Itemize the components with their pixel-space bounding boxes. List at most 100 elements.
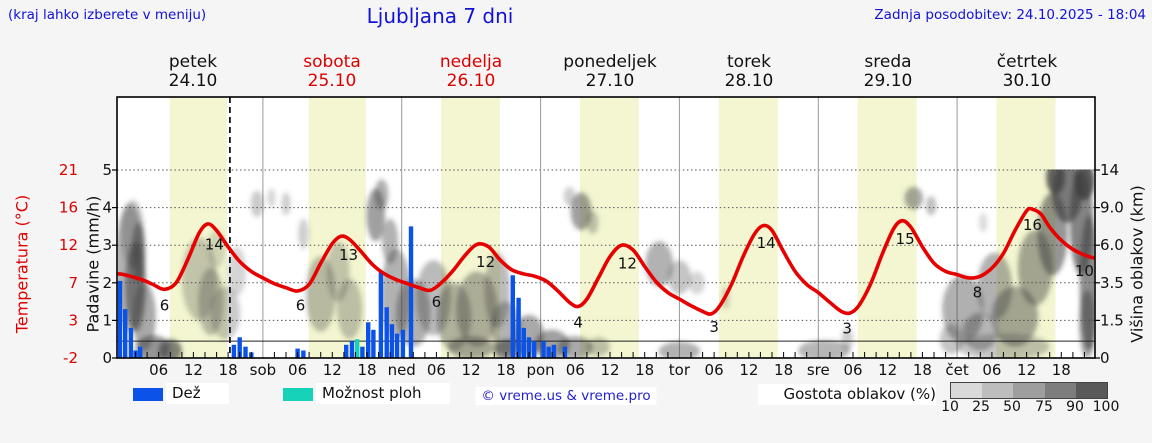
x-hour-label: 18 — [496, 361, 515, 379]
day-name: nedelja — [439, 52, 503, 72]
precip-bar — [378, 271, 384, 358]
credit-link[interactable]: © vreme.us & vreme.pro — [475, 387, 657, 405]
precip-bar — [551, 344, 557, 358]
density-tick-label: 100 — [1092, 399, 1120, 415]
cloud-blob — [1074, 169, 1095, 201]
density-tick-label: 90 — [1066, 399, 1084, 415]
cloud-blob — [658, 341, 701, 358]
cloud-blob — [158, 339, 182, 358]
x-hour-label: 06 — [427, 361, 446, 379]
cloud-blob — [227, 247, 247, 296]
x-hour-label: 12 — [1017, 361, 1036, 379]
temp-tick-label: 16 — [59, 199, 78, 217]
precip-bar — [128, 327, 134, 358]
precip-tick-label: 5 — [102, 161, 112, 179]
cloud-blob — [939, 324, 964, 355]
temperature-label: 10 — [1075, 262, 1094, 280]
x-hour-label: 06 — [705, 361, 724, 379]
temp-axis-title: Temperatura (°C) — [12, 194, 32, 334]
day-date: 25.10 — [307, 71, 357, 91]
location-hint: (kraj lahko izberete v meniju) — [8, 7, 207, 23]
precip-bar — [344, 344, 349, 358]
temperature-label: 12 — [476, 253, 495, 271]
x-hour-label: 18 — [913, 361, 932, 379]
precip-bar — [123, 309, 128, 358]
cloud-blob — [667, 260, 692, 295]
cloud-blob — [586, 337, 611, 357]
day-header-nedelja: nedelja 26.10 — [406, 53, 536, 91]
precip-tick-label: 3 — [102, 236, 112, 254]
x-hour-label: 06 — [982, 361, 1001, 379]
precip-bar — [394, 333, 400, 358]
day-date: 27.10 — [585, 71, 635, 91]
precip-bar — [138, 346, 143, 358]
density-scale-segment — [982, 383, 1014, 398]
precip-bar — [237, 337, 242, 358]
x-hour-label: 12 — [739, 361, 758, 379]
temperature-label: 6 — [160, 296, 170, 314]
temp-tick-label: 12 — [59, 236, 78, 254]
precip-bar — [546, 346, 551, 358]
x-hour-label: 12 — [184, 361, 203, 379]
cloud-blob — [925, 196, 937, 216]
temperature-label: 8 — [973, 284, 983, 302]
cloud-blob — [132, 282, 156, 351]
precip-bar — [117, 280, 123, 358]
x-hour-label: 18 — [357, 361, 376, 379]
x-hour-label: 06 — [288, 361, 307, 379]
temperature-label: 3 — [709, 318, 719, 336]
precip-bar — [400, 329, 406, 358]
density-tick-label: 25 — [972, 399, 990, 415]
cloud-blob — [207, 230, 226, 268]
precip-bar — [301, 350, 306, 358]
temperature-label: 14 — [757, 234, 776, 252]
x-day-label: tor — [669, 361, 691, 379]
x-day-label: ned — [388, 361, 416, 379]
last-update-label: Zadnja posodobitev: 24.10.2025 - 18:04 — [874, 7, 1146, 23]
precip-bar — [510, 275, 515, 358]
day-name: sobota — [303, 52, 361, 72]
temperature-label: 16 — [1023, 216, 1042, 234]
x-day-label: sre — [807, 361, 830, 379]
day-name: petek — [168, 52, 218, 72]
shower-legend-swatch — [283, 388, 313, 401]
cloud-blob — [336, 279, 363, 340]
cloud-blob — [570, 192, 592, 231]
precip-bar — [355, 339, 360, 358]
temperature-label: 6 — [296, 296, 306, 314]
cloud-blob — [281, 192, 291, 216]
day-header-ponedeljek: ponedeljek 27.10 — [545, 53, 675, 91]
precip-bar — [384, 307, 389, 358]
precip-axis-title: Padavine (mm/h) — [83, 195, 103, 333]
day-name: sreda — [864, 52, 912, 72]
temperature-label: 3 — [842, 320, 852, 338]
cloud-blob — [1079, 290, 1095, 358]
cloud-blob — [210, 286, 241, 340]
temperature-label: 13 — [339, 246, 358, 264]
temperature-label: 15 — [896, 230, 915, 248]
precip-bar — [360, 346, 365, 358]
day-header-sreda: sreda 29.10 — [823, 53, 953, 91]
precip-bar — [243, 346, 248, 358]
x-hour-label: 12 — [600, 361, 619, 379]
density-tick-label: 10 — [941, 399, 959, 415]
x-hour-label: 12 — [878, 361, 897, 379]
day-date: 30.10 — [1002, 71, 1052, 91]
cloud-blob — [267, 188, 276, 208]
precip-bar — [371, 329, 376, 358]
temp-tick-label: 7 — [68, 274, 78, 292]
day-date: 28.10 — [724, 71, 774, 91]
x-hour-label: 18 — [635, 361, 654, 379]
precip-bar — [516, 297, 521, 358]
x-day-label: čet — [945, 361, 968, 379]
x-hour-label: 18 — [1052, 361, 1071, 379]
cloud-blob — [991, 286, 1039, 347]
day-name: četrtek — [996, 52, 1058, 72]
cloud-blob — [688, 271, 705, 295]
day-name: torek — [727, 52, 771, 72]
cloud-blob — [298, 218, 309, 249]
density-scale-segment — [951, 383, 983, 398]
precip-bar — [526, 337, 532, 358]
density-scale-segment — [1044, 383, 1076, 398]
